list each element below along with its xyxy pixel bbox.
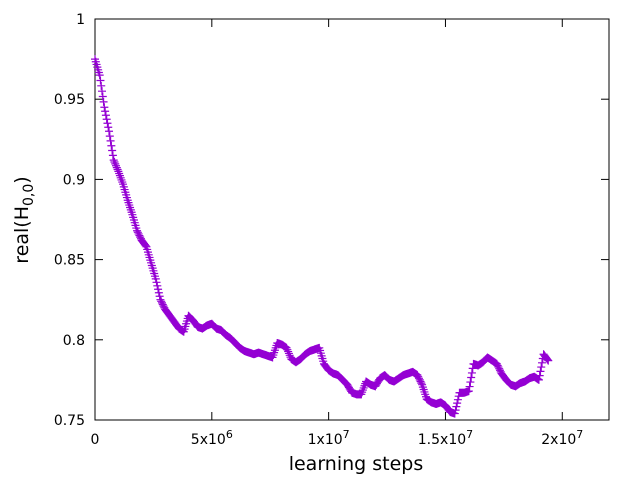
data-point-interp — [537, 363, 546, 372]
y-axis-title-subscript: 0,0 — [21, 184, 37, 206]
x-tick-label-exp-3: 7 — [466, 428, 473, 441]
y-axis-title-close: ) — [11, 176, 33, 183]
data-point-interp — [283, 345, 292, 354]
data-point-interp — [98, 87, 107, 96]
data-point — [282, 343, 291, 352]
x-tick-label-base-4: 2x10 — [541, 432, 576, 448]
x-tick-label-exp-1: 6 — [226, 428, 233, 441]
data-point-interp — [112, 163, 121, 172]
series-0 — [91, 55, 553, 418]
data-point-interp — [110, 158, 119, 167]
y-tick-label-1: 0.8 — [63, 333, 85, 349]
data-point-interp — [103, 119, 112, 128]
data-point-interp — [451, 406, 460, 415]
data-point-interp — [102, 115, 111, 124]
data-point — [464, 387, 473, 396]
data-point-interp — [99, 97, 108, 106]
x-tick-label-exp-4: 7 — [576, 428, 583, 441]
data-point-interp — [101, 107, 110, 116]
data-point — [109, 156, 118, 165]
data-point-interp — [543, 355, 552, 364]
x-tick-label-0: 0 — [91, 432, 100, 448]
x-tick-label-base-3: 1.5x10 — [418, 432, 466, 448]
data-point-interp — [108, 146, 117, 155]
data-point-interp — [535, 371, 544, 380]
data-point-interp — [467, 368, 476, 377]
data-point-interp — [141, 241, 150, 250]
y-axis-title-main: real(H — [11, 206, 33, 264]
y-tick-label-4: 0.95 — [54, 92, 85, 108]
x-tick-label-base-1: 5x10 — [191, 432, 226, 448]
x-axis-title: learning steps — [289, 453, 424, 475]
data-point-interp — [152, 278, 161, 287]
data-point-interp — [453, 399, 462, 408]
data-point-interp — [104, 123, 113, 132]
data-point-interp — [466, 378, 475, 387]
data-series — [91, 55, 553, 418]
data-point-interp — [465, 382, 474, 391]
data-point-interp — [155, 292, 164, 301]
data-point — [544, 356, 553, 365]
data-point-interp — [105, 132, 114, 141]
data-point-interp — [101, 111, 110, 120]
data-point-interp — [153, 281, 162, 290]
data-point — [534, 375, 543, 384]
data-point-interp — [154, 285, 163, 294]
x-tick-label-base-2: 1x10 — [308, 432, 343, 448]
data-point — [151, 274, 160, 283]
data-point-interp — [113, 165, 122, 174]
data-point-interp — [538, 358, 547, 367]
axis-ticks — [94, 18, 609, 421]
data-point-interp — [285, 351, 294, 360]
data-point-interp — [154, 288, 163, 297]
data-point-interp — [452, 402, 461, 411]
data-point-interp — [453, 395, 462, 404]
data-point-interp — [417, 379, 426, 388]
data-point-interp — [536, 367, 545, 376]
x-tick-label-exp-2: 7 — [343, 428, 350, 441]
data-point — [450, 409, 459, 418]
y-tick-label-0: 0.75 — [54, 413, 85, 429]
y-tick-label-5: 1 — [76, 12, 85, 28]
y-tick-label-3: 0.9 — [63, 172, 85, 188]
y-tick-label-2: 0.85 — [54, 253, 85, 269]
y-axis-title: real(H0,0) — [11, 176, 37, 263]
data-point-interp — [98, 92, 107, 101]
data-point — [105, 127, 114, 136]
plot-frame — [94, 18, 610, 421]
x-tick-label-4: 2x107 — [541, 428, 583, 448]
x-tick-labels: 0 5x106 1x107 1.5x107 2x107 — [91, 428, 584, 448]
y-tick-labels: 0.75 0.8 0.85 0.9 0.95 1 — [54, 12, 85, 429]
data-point-interp — [284, 347, 293, 356]
data-point-interp — [284, 349, 293, 358]
data-point-interp — [96, 76, 105, 85]
x-tick-label-1: 5x106 — [191, 428, 233, 448]
data-point-interp — [97, 81, 106, 90]
data-point — [95, 71, 104, 80]
x-tick-label-base-0: 0 — [91, 432, 100, 448]
x-tick-label-2: 1x107 — [308, 428, 350, 448]
data-point-interp — [107, 141, 116, 150]
data-point-interp — [111, 159, 120, 168]
data-point — [100, 103, 109, 112]
data-point-interp — [467, 373, 476, 382]
data-point-interp — [106, 136, 115, 145]
data-point-interp — [108, 151, 117, 160]
data-point-interp — [112, 161, 121, 170]
x-tick-label-3: 1.5x107 — [418, 428, 473, 448]
